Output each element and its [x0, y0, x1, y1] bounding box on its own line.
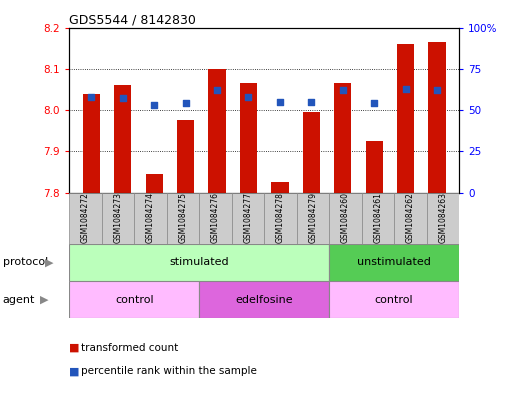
FancyBboxPatch shape	[69, 193, 102, 244]
Text: GSM1084277: GSM1084277	[244, 192, 252, 242]
Text: percentile rank within the sample: percentile rank within the sample	[81, 366, 257, 376]
FancyBboxPatch shape	[329, 244, 459, 281]
Point	[339, 87, 347, 94]
Text: GSM1084260: GSM1084260	[341, 192, 350, 242]
Bar	[177, 120, 194, 193]
FancyBboxPatch shape	[134, 193, 167, 244]
Bar	[114, 85, 131, 193]
Point	[87, 94, 95, 100]
Text: GSM1084276: GSM1084276	[211, 192, 220, 242]
FancyBboxPatch shape	[167, 193, 199, 244]
Text: transformed count: transformed count	[81, 343, 179, 353]
Point	[150, 102, 158, 108]
Text: GSM1084263: GSM1084263	[439, 192, 447, 242]
FancyBboxPatch shape	[69, 244, 329, 281]
Point	[433, 87, 441, 94]
Bar	[428, 42, 446, 193]
Text: control: control	[115, 295, 153, 305]
Text: ▶: ▶	[40, 295, 49, 305]
Text: agent: agent	[3, 295, 35, 305]
Text: ■: ■	[69, 343, 80, 353]
Text: protocol: protocol	[3, 257, 48, 267]
FancyBboxPatch shape	[232, 193, 264, 244]
Bar	[271, 182, 289, 193]
Bar	[83, 94, 100, 193]
FancyBboxPatch shape	[362, 193, 394, 244]
Text: GSM1084272: GSM1084272	[81, 192, 90, 242]
Bar	[303, 112, 320, 193]
FancyBboxPatch shape	[394, 193, 427, 244]
Text: edelfosine: edelfosine	[235, 295, 293, 305]
FancyBboxPatch shape	[329, 193, 362, 244]
FancyBboxPatch shape	[102, 193, 134, 244]
Point	[244, 94, 252, 100]
Point	[276, 99, 284, 105]
Text: GSM1084261: GSM1084261	[373, 192, 382, 242]
FancyBboxPatch shape	[264, 193, 297, 244]
Point	[213, 87, 221, 94]
Text: ■: ■	[69, 366, 80, 376]
Point	[119, 95, 127, 102]
Bar	[397, 44, 415, 193]
Point	[370, 100, 379, 107]
Text: unstimulated: unstimulated	[357, 257, 431, 267]
Point	[182, 100, 190, 107]
FancyBboxPatch shape	[297, 193, 329, 244]
Point	[307, 99, 315, 105]
Bar	[240, 83, 257, 193]
FancyBboxPatch shape	[329, 281, 459, 318]
Text: GSM1084262: GSM1084262	[406, 192, 415, 242]
FancyBboxPatch shape	[199, 193, 232, 244]
Text: ▶: ▶	[45, 257, 54, 267]
Bar	[208, 69, 226, 193]
Bar	[366, 141, 383, 193]
Text: GSM1084279: GSM1084279	[308, 192, 318, 242]
Point	[402, 85, 410, 92]
Text: control: control	[375, 295, 413, 305]
FancyBboxPatch shape	[199, 281, 329, 318]
Text: stimulated: stimulated	[169, 257, 229, 267]
FancyBboxPatch shape	[69, 281, 199, 318]
Text: GSM1084275: GSM1084275	[179, 192, 187, 242]
Text: GDS5544 / 8142830: GDS5544 / 8142830	[69, 13, 196, 26]
Text: GSM1084273: GSM1084273	[113, 192, 123, 242]
FancyBboxPatch shape	[427, 193, 459, 244]
Text: GSM1084274: GSM1084274	[146, 192, 155, 242]
Text: GSM1084278: GSM1084278	[276, 192, 285, 242]
Bar	[334, 83, 351, 193]
Bar	[146, 174, 163, 193]
